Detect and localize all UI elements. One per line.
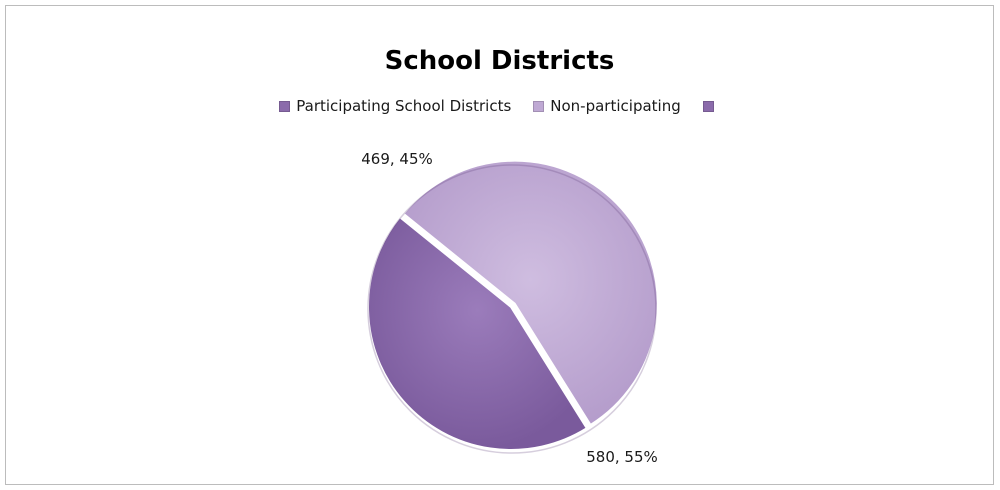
legend-label-participating: Participating School Districts [296,97,512,115]
pie-rim [367,164,657,454]
legend-swatch-participating [279,100,291,112]
data-label-non-participating: 580, 55% [586,448,658,466]
legend-label-non-participating: Non-participating [550,97,681,115]
pie-slices [367,159,659,454]
pie-slice-non-participating [402,159,659,427]
legend: Participating School Districts Non-parti… [6,97,993,115]
pie-data-labels: 469, 45% 580, 55% [361,150,658,466]
pie-slice-participating [367,215,589,451]
legend-item-unnamed [702,100,720,112]
legend-item-non-participating: Non-participating [533,97,681,115]
legend-item-participating: Participating School Districts [279,97,511,115]
legend-swatch-unnamed [702,100,714,112]
data-label-participating: 469, 45% [361,150,433,168]
legend-swatch-non-participating [533,100,545,112]
chart-title: School Districts [384,46,615,76]
